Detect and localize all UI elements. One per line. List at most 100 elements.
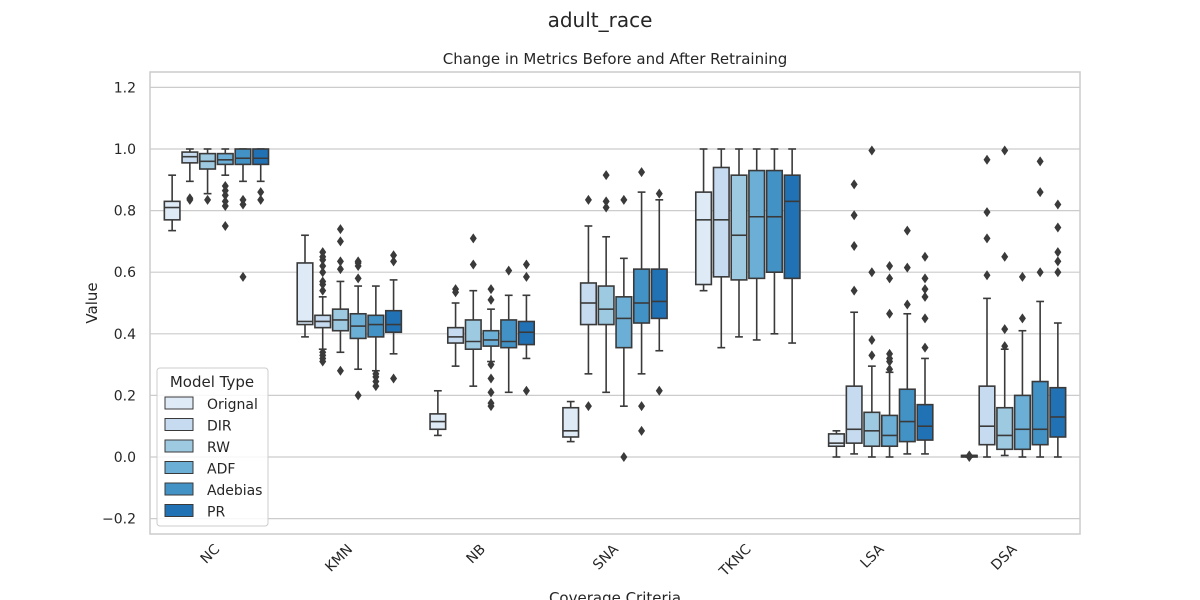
box-outlier	[886, 348, 894, 359]
legend-entries: Orignal DIR RW ADF Adebias PR	[164, 396, 262, 521]
x-tick-label: NB	[463, 542, 489, 568]
x-tick-labels: NC KMN NB SNA TKNC LSA DSA	[198, 541, 1021, 580]
box-outlier	[239, 271, 247, 282]
box-outlier	[390, 256, 398, 267]
x-tick-label: KMN	[322, 542, 356, 576]
y-tick-label: −0.2	[102, 512, 136, 528]
box-outlier	[886, 364, 894, 375]
box-outlier	[319, 276, 327, 287]
box-outlier	[487, 373, 495, 384]
box	[252, 148, 270, 166]
figure-suptitle: adult_race	[548, 8, 653, 32]
y-tick-label: 0.8	[114, 204, 136, 220]
y-tick-labels: −0.2 0.0 0.2 0.4 0.6 0.8 1.0 1.2	[102, 80, 136, 527]
box-outlier	[487, 387, 495, 398]
plot-background	[149, 71, 1081, 535]
box	[863, 411, 881, 448]
legend-swatch	[164, 482, 194, 496]
box	[234, 148, 252, 166]
box-series	[163, 145, 1067, 462]
box-outlier	[522, 271, 530, 282]
box-outlier	[336, 224, 344, 235]
box-outlier	[655, 385, 663, 396]
legend-label: RW	[207, 440, 230, 456]
box-outlier	[354, 273, 362, 284]
series-pr	[252, 148, 1067, 458]
box-outlier	[1001, 251, 1009, 262]
box-outlier	[336, 236, 344, 247]
box-outlier	[921, 251, 929, 262]
box-outlier	[886, 273, 894, 284]
box-outlier	[602, 170, 610, 181]
box	[367, 314, 385, 338]
x-tick-label: SNA	[590, 541, 622, 573]
box-outlier	[638, 401, 646, 412]
box-outlier	[469, 259, 477, 270]
box	[500, 319, 518, 349]
box-outlier	[1054, 247, 1062, 258]
box-outlier	[319, 285, 327, 296]
box-outlier	[390, 373, 398, 384]
legend-swatch	[164, 504, 194, 517]
y-tick-label: 0.2	[114, 388, 136, 404]
box-outlier	[983, 154, 991, 165]
box-outlier	[319, 267, 327, 278]
box-outlier	[921, 291, 929, 302]
box	[845, 385, 863, 444]
series-adebias	[234, 148, 1049, 458]
box-outlier	[983, 207, 991, 218]
series-rw	[198, 145, 1014, 458]
box	[650, 268, 668, 320]
box	[384, 309, 403, 334]
box	[562, 406, 580, 438]
x-tick-label: LSA	[857, 541, 887, 571]
box	[694, 191, 713, 286]
box-outlier	[965, 450, 973, 461]
box-outlier	[602, 196, 610, 207]
box-outlier	[319, 261, 327, 272]
box-outlier	[921, 313, 929, 324]
box-outlier	[983, 233, 991, 244]
box-outlier	[354, 256, 362, 267]
box	[1049, 386, 1067, 438]
box-outlier	[886, 308, 894, 319]
box-outlier	[1018, 271, 1026, 282]
box-outlier	[1001, 145, 1009, 156]
y-tick-label: 0.0	[114, 450, 136, 466]
box	[765, 169, 784, 273]
box-outlier	[1001, 324, 1009, 335]
legend-label: Orignal	[207, 397, 258, 413]
x-axis-label: Coverage Criteria	[549, 589, 681, 600]
box-outlier	[638, 425, 646, 436]
box	[296, 262, 314, 326]
box-outlier	[655, 188, 663, 199]
y-tick-label: 1.0	[114, 142, 136, 158]
box-outlier	[903, 262, 911, 273]
box-outlier	[257, 187, 265, 198]
box-outlier	[903, 299, 911, 310]
box-outlier	[850, 179, 858, 190]
box-outlier	[469, 233, 477, 244]
box	[978, 385, 996, 446]
legend-label: Adebias	[207, 483, 262, 499]
box	[1013, 394, 1032, 451]
box-outlier	[186, 193, 194, 204]
box	[1031, 380, 1049, 446]
box-outlier	[372, 368, 380, 379]
chart-title: Change in Metrics Before and After Retra…	[443, 50, 788, 68]
box	[464, 319, 482, 351]
box-outlier	[204, 194, 212, 205]
box-outlier	[319, 247, 327, 258]
box-outlier	[1036, 267, 1044, 278]
box-outlier	[921, 273, 929, 284]
box-outlier	[1054, 267, 1062, 278]
box-outlier	[620, 452, 628, 462]
box-outlier	[487, 359, 495, 370]
legend-label: ADF	[207, 462, 235, 478]
box-outlier	[487, 284, 495, 295]
box-outlier	[850, 210, 858, 221]
box-outlier	[584, 401, 592, 412]
box-outlier	[584, 194, 592, 205]
x-tick-label: DSA	[988, 541, 1020, 573]
box-outlier	[1036, 156, 1044, 167]
